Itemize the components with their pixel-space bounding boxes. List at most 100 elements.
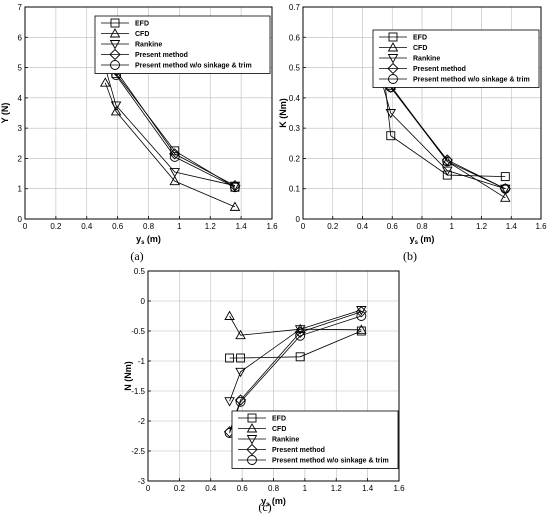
data-point-diamond — [294, 326, 306, 338]
legend-label: Present method — [135, 52, 188, 59]
y-tick-label: 0.5 — [134, 267, 146, 276]
x-tick-label: 0.6 — [387, 222, 399, 231]
data-point-square — [386, 131, 396, 141]
x-tick-label: 0.2 — [327, 222, 339, 231]
y-tick-label: 5 — [18, 64, 23, 73]
x-tick-label: 0.8 — [268, 484, 280, 493]
panel-label: (c) — [258, 500, 271, 514]
data-point-circle — [442, 156, 453, 167]
legend-box — [231, 410, 399, 469]
legend-label: EFD — [413, 35, 427, 42]
y-tick-label: 6 — [18, 33, 23, 42]
data-point-square — [225, 353, 235, 363]
data-point-triangle-down — [235, 367, 246, 378]
legend-marker-triangle-down — [246, 435, 258, 445]
y-tick-label: 0.2 — [289, 154, 301, 163]
x-tick-label: 0.4 — [357, 222, 369, 231]
legend-marker-triangle-up — [109, 28, 121, 38]
legend-marker-diamond — [387, 62, 399, 75]
data-point-triangle-down — [224, 397, 235, 407]
data-point-triangle-up — [169, 175, 181, 186]
data-point-triangle-up — [356, 324, 367, 334]
legend-marker-circle — [388, 74, 398, 84]
legend-marker-triangle-up — [246, 423, 258, 433]
legend-label: Present method w/o sinkage & trim — [413, 77, 530, 84]
legend-box — [372, 29, 540, 88]
x-tick-label: 1.6 — [266, 222, 278, 231]
y-axis-label: K (Nm) — [278, 98, 288, 128]
y-tick-label: 1 — [18, 185, 23, 194]
y-tick-label: 3 — [18, 124, 23, 133]
y-tick-label: 2 — [18, 154, 23, 163]
series-line-2 — [104, 67, 236, 187]
y-tick-label: -2.5 — [131, 447, 145, 456]
x-tick-label: 0.4 — [205, 484, 217, 493]
data-point-triangle-down — [442, 166, 453, 176]
x-tick-label: 0.6 — [237, 484, 249, 493]
x-axis-label: ys (m) — [410, 234, 435, 246]
plot-frame — [147, 270, 400, 482]
data-point-circle — [169, 151, 180, 162]
y-tick-label: 0 — [296, 215, 301, 224]
x-tick-label: 1.6 — [535, 222, 547, 231]
x-tick-label: 0.2 — [50, 222, 62, 231]
y-tick-label: 0.1 — [289, 185, 301, 194]
plot-frame — [24, 6, 273, 220]
legend-marker-triangle-up — [387, 42, 399, 52]
data-point-square — [442, 170, 452, 180]
series-line-2 — [229, 309, 362, 402]
x-tick-label: 1.6 — [393, 484, 405, 493]
y-tick-label: -1 — [138, 357, 146, 366]
y-axis-label: Y (N) — [0, 103, 10, 124]
x-axis-label-subscript: s — [141, 240, 145, 246]
legend-label: Present method — [413, 66, 466, 73]
series-line-0 — [379, 41, 506, 177]
legend-marker-triangle-down — [109, 40, 121, 50]
legend-label: CFD — [135, 31, 149, 38]
y-tick-label: -3 — [138, 477, 146, 486]
chart-panel-2: 0 0.2 0.4 0.6 0.8 1 1.2 1.4 1.6 -3 -2.5 -2 -1.5 -1 -0.… — [123, 267, 405, 514]
data-point-triangle-down — [110, 101, 122, 111]
x-tick-label: 0.2 — [174, 484, 186, 493]
legend-label: Present method w/o sinkage & trim — [135, 63, 252, 70]
panel-label: (b) — [403, 249, 417, 263]
x-tick-label: 0.4 — [81, 222, 93, 231]
x-tick-label: 0 — [301, 222, 306, 231]
x-axis-label-subscript: s — [266, 502, 270, 508]
y-tick-label: 0.4 — [289, 94, 301, 103]
data-point-triangle-down — [169, 168, 181, 178]
y-tick-label: 4 — [18, 94, 23, 103]
legend-marker-square — [247, 413, 257, 423]
y-tick-label: 0.7 — [289, 3, 301, 12]
x-tick-label: 1 — [450, 222, 455, 231]
y-tick-label: 0.6 — [289, 33, 301, 42]
legend-label: Rankine — [135, 42, 162, 49]
data-point-triangle-up — [110, 106, 122, 116]
x-axis-label: ys (m) — [261, 496, 286, 508]
legend-label: Present method w/o sinkage & trim — [272, 458, 389, 465]
y-tick-label: 0.3 — [289, 124, 301, 133]
data-point-circle — [235, 396, 246, 407]
data-point-circle — [356, 311, 367, 321]
data-point-square — [236, 353, 246, 363]
data-point-circle — [229, 182, 240, 193]
data-point-triangle-up — [500, 192, 511, 202]
legend-marker-diamond — [109, 48, 121, 61]
y-tick-label: -2 — [138, 417, 146, 426]
x-tick-label: 1.2 — [331, 484, 343, 493]
chart-panel-1: 0 0.2 0.4 0.6 0.8 1 1.2 1.4 1.6 0 0.1 0.2 0.3 0.4 0.5 0… — [278, 3, 547, 263]
legend-label: EFD — [272, 416, 286, 423]
series-line-0 — [229, 330, 362, 359]
legend-label: Rankine — [413, 56, 440, 63]
legend-marker-diamond — [246, 443, 258, 456]
panel-label: (a) — [130, 249, 143, 263]
data-point-circle — [295, 330, 306, 341]
series-line-1 — [229, 315, 362, 336]
legend-label: CFD — [272, 426, 286, 433]
x-tick-label: 0.6 — [112, 222, 124, 231]
x-tick-label: 1.2 — [205, 222, 217, 231]
x-tick-label: 1 — [303, 484, 308, 493]
plot-frame — [302, 6, 542, 220]
y-tick-label: 0 — [18, 215, 23, 224]
x-tick-label: 0 — [23, 222, 28, 231]
